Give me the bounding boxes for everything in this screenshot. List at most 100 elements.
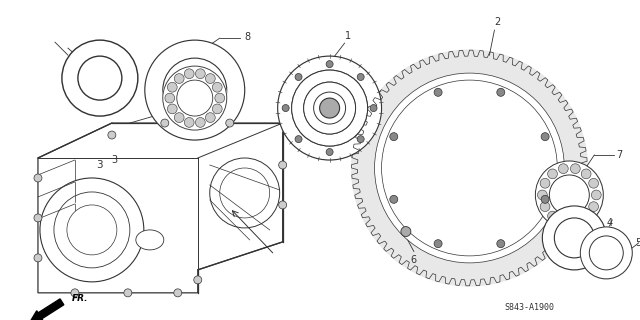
Polygon shape (580, 227, 632, 279)
Polygon shape (145, 40, 244, 140)
Circle shape (212, 82, 222, 92)
Circle shape (34, 254, 42, 262)
Circle shape (195, 117, 205, 127)
Circle shape (205, 74, 215, 84)
Circle shape (581, 169, 591, 179)
Polygon shape (554, 218, 595, 258)
Circle shape (559, 216, 568, 226)
Circle shape (282, 105, 289, 112)
Circle shape (541, 195, 549, 203)
Circle shape (374, 73, 564, 263)
Circle shape (108, 131, 116, 139)
Circle shape (184, 117, 194, 127)
Circle shape (278, 56, 381, 160)
Circle shape (357, 74, 364, 81)
Circle shape (570, 164, 580, 173)
Polygon shape (351, 50, 588, 286)
Polygon shape (292, 70, 367, 146)
Circle shape (589, 236, 623, 270)
Circle shape (548, 169, 557, 179)
Circle shape (326, 60, 333, 68)
Circle shape (357, 136, 364, 143)
Circle shape (540, 202, 550, 212)
Circle shape (295, 136, 302, 143)
Circle shape (124, 289, 132, 297)
Polygon shape (163, 66, 227, 130)
Ellipse shape (136, 230, 164, 250)
Circle shape (161, 119, 169, 127)
Circle shape (145, 40, 244, 140)
Circle shape (434, 240, 442, 248)
Polygon shape (78, 56, 122, 100)
Circle shape (210, 158, 280, 228)
Circle shape (168, 104, 177, 114)
Circle shape (559, 164, 568, 173)
Text: FR.: FR. (72, 294, 88, 303)
Circle shape (390, 133, 398, 141)
Circle shape (205, 113, 215, 123)
Circle shape (538, 190, 547, 200)
Circle shape (326, 148, 333, 156)
Circle shape (174, 289, 182, 297)
Circle shape (303, 82, 356, 134)
Circle shape (580, 227, 632, 279)
Circle shape (174, 113, 184, 123)
Circle shape (314, 92, 346, 124)
Text: 4: 4 (606, 218, 612, 228)
Circle shape (370, 105, 377, 112)
Circle shape (184, 69, 194, 79)
Circle shape (212, 104, 222, 114)
Circle shape (67, 205, 117, 255)
Polygon shape (163, 58, 227, 122)
Circle shape (165, 93, 175, 103)
Text: 7: 7 (616, 150, 622, 160)
Polygon shape (292, 70, 367, 146)
Circle shape (536, 161, 604, 229)
Circle shape (540, 178, 550, 188)
Circle shape (71, 289, 79, 297)
Circle shape (34, 174, 42, 182)
Circle shape (548, 211, 557, 221)
Text: S843-A1900: S843-A1900 (504, 303, 554, 312)
Circle shape (194, 276, 202, 284)
Circle shape (303, 82, 356, 134)
Circle shape (390, 195, 398, 203)
Polygon shape (396, 94, 543, 242)
Polygon shape (589, 236, 623, 270)
Circle shape (215, 93, 225, 103)
Circle shape (40, 178, 144, 282)
Circle shape (497, 240, 505, 248)
Circle shape (168, 82, 177, 92)
Polygon shape (536, 161, 604, 229)
Circle shape (174, 74, 184, 84)
Circle shape (396, 94, 543, 242)
Polygon shape (278, 56, 381, 160)
Circle shape (434, 88, 442, 96)
Text: 8: 8 (244, 32, 251, 42)
Circle shape (549, 175, 589, 215)
Circle shape (497, 88, 505, 96)
Text: 1: 1 (344, 31, 351, 41)
Circle shape (542, 206, 606, 270)
Text: 6: 6 (411, 254, 417, 265)
Circle shape (34, 214, 42, 222)
Circle shape (295, 74, 302, 81)
Circle shape (292, 70, 367, 146)
Circle shape (78, 56, 122, 100)
Text: 3: 3 (112, 155, 118, 165)
Circle shape (570, 216, 580, 226)
Circle shape (581, 211, 591, 221)
Circle shape (278, 201, 287, 209)
Text: 3: 3 (97, 160, 103, 170)
Circle shape (163, 66, 227, 130)
Circle shape (278, 161, 287, 169)
Polygon shape (542, 206, 606, 270)
Circle shape (401, 227, 411, 236)
Circle shape (591, 190, 601, 200)
FancyArrow shape (30, 299, 64, 320)
Circle shape (541, 133, 549, 141)
Circle shape (589, 178, 598, 188)
Text: 5: 5 (635, 238, 640, 248)
Circle shape (220, 168, 269, 218)
Circle shape (62, 40, 138, 116)
